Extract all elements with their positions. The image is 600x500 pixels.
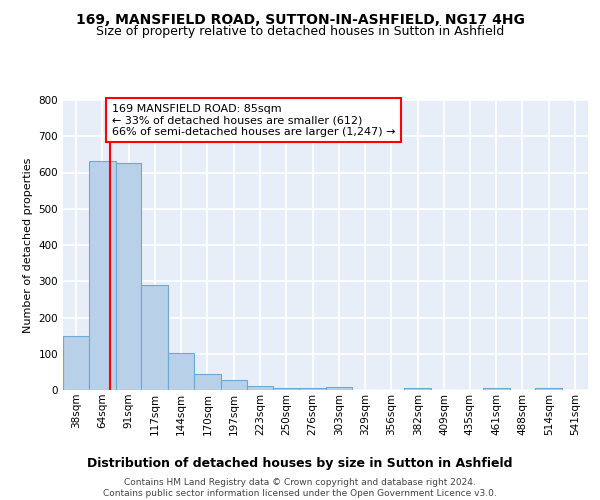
Bar: [404, 388, 431, 390]
Bar: [63, 336, 89, 390]
Bar: [194, 374, 221, 390]
Text: 169, MANSFIELD ROAD, SUTTON-IN-ASHFIELD, NG17 4HG: 169, MANSFIELD ROAD, SUTTON-IN-ASHFIELD,…: [76, 12, 524, 26]
Bar: [535, 388, 562, 390]
Text: Distribution of detached houses by size in Sutton in Ashfield: Distribution of detached houses by size …: [87, 458, 513, 470]
Bar: [142, 285, 168, 390]
Text: Size of property relative to detached houses in Sutton in Ashfield: Size of property relative to detached ho…: [96, 25, 504, 38]
Bar: [326, 387, 352, 390]
Bar: [168, 352, 194, 390]
Y-axis label: Number of detached properties: Number of detached properties: [23, 158, 33, 332]
Bar: [299, 388, 326, 390]
Bar: [247, 386, 274, 390]
Bar: [116, 164, 142, 390]
Bar: [221, 380, 247, 390]
Text: Contains HM Land Registry data © Crown copyright and database right 2024.
Contai: Contains HM Land Registry data © Crown c…: [103, 478, 497, 498]
Bar: [483, 388, 509, 390]
Bar: [89, 160, 116, 390]
Text: 169 MANSFIELD ROAD: 85sqm
← 33% of detached houses are smaller (612)
66% of semi: 169 MANSFIELD ROAD: 85sqm ← 33% of detac…: [112, 104, 395, 137]
Bar: [274, 388, 299, 390]
